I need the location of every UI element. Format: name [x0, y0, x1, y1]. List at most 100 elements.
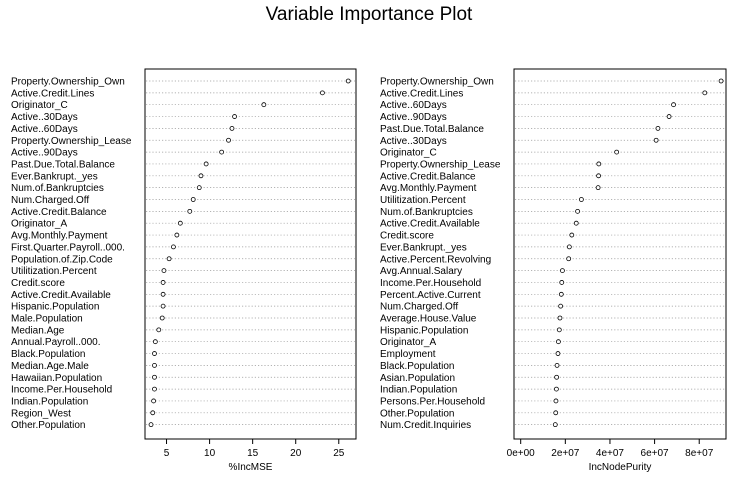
data-point-num-of-bankruptcies — [196, 185, 202, 191]
data-point-active-percent-revolving — [566, 256, 572, 262]
row-label-credit-score: Credit.score — [380, 231, 434, 242]
row-label-median-age-male: Median.Age.Male — [11, 361, 89, 372]
row-label-active-credit-lines: Active.Credit.Lines — [380, 88, 463, 99]
row-label-income-per-household: Income.Per.Household — [380, 278, 481, 289]
row-label-active-30days: Active..30Days — [380, 136, 447, 147]
row-label-black-population: Black.Population — [380, 361, 455, 372]
data-point-credit-score — [160, 280, 166, 285]
row-label-active-60days: Active..60Days — [11, 124, 78, 135]
row-label-originator-c: Originator_C — [11, 100, 68, 111]
data-point-ever-bankrupt-yes — [566, 244, 572, 250]
data-point-utilitization-percent — [161, 268, 167, 274]
row-label-past-due-total-balance: Past.Due.Total.Balance — [11, 159, 115, 170]
data-point-black-population — [152, 351, 157, 356]
data-point-originator-a — [556, 339, 561, 345]
row-label-num-charged-off: Num.Charged.Off — [380, 302, 458, 313]
row-label-num-of-bankruptcies: Num.of.Bankruptcies — [380, 207, 473, 218]
data-point-property-ownership-own — [718, 78, 724, 84]
data-point-num-charged-off — [558, 303, 564, 309]
x-tick-label: 6e+07 — [641, 448, 670, 459]
row-label-first-quarter-payroll-000: First.Quarter.Payroll..000. — [11, 242, 125, 253]
row-label-past-due-total-balance: Past.Due.Total.Balance — [380, 124, 484, 135]
data-point-originator-a — [177, 220, 183, 226]
data-point-persons-per-household — [553, 398, 559, 404]
row-label-income-per-household: Income.Per.Household — [11, 385, 112, 396]
data-point-credit-score — [569, 232, 575, 238]
page-title: Variable Importance Plot — [265, 4, 473, 25]
row-label-utilitization-percent: Utilitization.Percent — [11, 266, 97, 277]
row-label-avg-monthly-payment: Avg.Monthly.Payment — [380, 183, 477, 194]
row-label-hawaiian-population: Hawaiian.Population — [11, 373, 102, 384]
row-label-active-30days: Active..30Days — [11, 112, 78, 123]
x-axis-title: %IncMSE — [229, 462, 273, 473]
row-label-population-of-zip-code: Population.of.Zip.Code — [11, 254, 113, 265]
row-label-hispanic-population: Hispanic.Population — [11, 302, 99, 313]
data-point-utilitization-percent — [578, 197, 584, 202]
row-label-region-west: Region_West — [11, 408, 71, 419]
x-tick-label: 2e+07 — [551, 448, 580, 459]
row-label-active-60days: Active..60Days — [380, 100, 447, 111]
data-point-active-60days — [671, 102, 676, 108]
data-point-average-house-value — [557, 315, 563, 321]
data-point-indian-population — [151, 398, 157, 404]
x-tick-label: 15 — [247, 448, 259, 459]
row-label-active-credit-balance: Active.Credit.Balance — [11, 207, 107, 218]
data-point-hispanic-population — [160, 303, 166, 309]
row-label-originator-a: Originator_A — [11, 219, 67, 230]
data-point-originator-c — [614, 149, 620, 155]
row-label-credit-score: Credit.score — [11, 278, 65, 289]
data-point-asian-population — [554, 374, 560, 380]
row-label-annual-payroll-000: Annual.Payroll..000. — [11, 337, 101, 348]
data-point-active-credit-balance — [187, 208, 193, 214]
row-label-male-population: Male.Population — [11, 314, 83, 325]
row-label-median-age: Median.Age — [11, 325, 65, 336]
data-point-employment — [555, 351, 561, 356]
data-point-annual-payroll-000 — [152, 339, 158, 345]
x-tick-label: 0e+00 — [507, 448, 536, 459]
row-label-property-ownership-own: Property.Ownership_Own — [380, 77, 494, 88]
row-label-num-charged-off: Num.Charged.Off — [11, 195, 89, 206]
data-point-active-credit-available — [160, 291, 166, 297]
data-point-black-population — [554, 362, 560, 368]
row-label-active-90days: Active..90Days — [380, 112, 447, 123]
row-label-active-credit-balance: Active.Credit.Balance — [380, 171, 476, 182]
row-label-num-credit-inquiries: Num.Credit.Inquiries — [380, 420, 471, 431]
row-label-property-ownership-own: Property.Ownership_Own — [11, 77, 125, 88]
row-label-utilitization-percent: Utilitization.Percent — [380, 195, 466, 206]
data-point-hispanic-population — [556, 327, 562, 333]
data-point-property-ownership-own — [345, 78, 351, 84]
row-label-originator-c: Originator_C — [380, 148, 437, 159]
row-label-indian-population: Indian.Population — [380, 385, 457, 396]
plot-frame-1 — [144, 68, 357, 440]
x-axis-title: IncNodePurity — [589, 462, 652, 473]
data-point-other-population — [148, 422, 154, 428]
x-tick-label: 4e+07 — [596, 448, 625, 459]
data-point-other-population — [553, 410, 559, 416]
row-label-other-population: Other.Population — [380, 408, 455, 419]
data-point-active-credit-lines — [702, 90, 708, 96]
data-point-percent-active-current — [558, 291, 564, 297]
row-label-employment: Employment — [380, 349, 436, 360]
data-point-first-quarter-payroll-000 — [171, 244, 176, 250]
data-point-num-charged-off — [190, 197, 196, 202]
row-label-property-ownership-lease: Property.Ownership_Lease — [380, 159, 501, 170]
data-point-avg-annual-salary — [560, 268, 565, 274]
x-tick-label: 20 — [290, 448, 302, 459]
data-point-past-due-total-balance — [203, 161, 209, 167]
data-point-male-population — [159, 315, 165, 321]
row-label-indian-population: Indian.Population — [11, 396, 88, 407]
data-point-hawaiian-population — [152, 374, 157, 380]
data-point-num-of-bankruptcies — [575, 208, 580, 214]
data-point-median-age — [156, 327, 162, 333]
row-label-active-90days: Active..90Days — [11, 148, 78, 159]
row-label-ever-bankrupt-yes: Ever.Bankrupt._yes — [380, 242, 467, 253]
row-label-percent-active-current: Percent.Active.Current — [380, 290, 481, 301]
row-label-ever-bankrupt-yes: Ever.Bankrupt._yes — [11, 171, 98, 182]
data-point-median-age-male — [152, 362, 157, 368]
data-point-active-90days — [666, 114, 672, 119]
row-label-active-percent-revolving: Active.Percent.Revolving — [380, 254, 491, 265]
data-point-active-60days — [229, 125, 235, 131]
data-point-originator-c — [261, 102, 267, 108]
row-label-hispanic-population: Hispanic.Population — [380, 325, 468, 336]
